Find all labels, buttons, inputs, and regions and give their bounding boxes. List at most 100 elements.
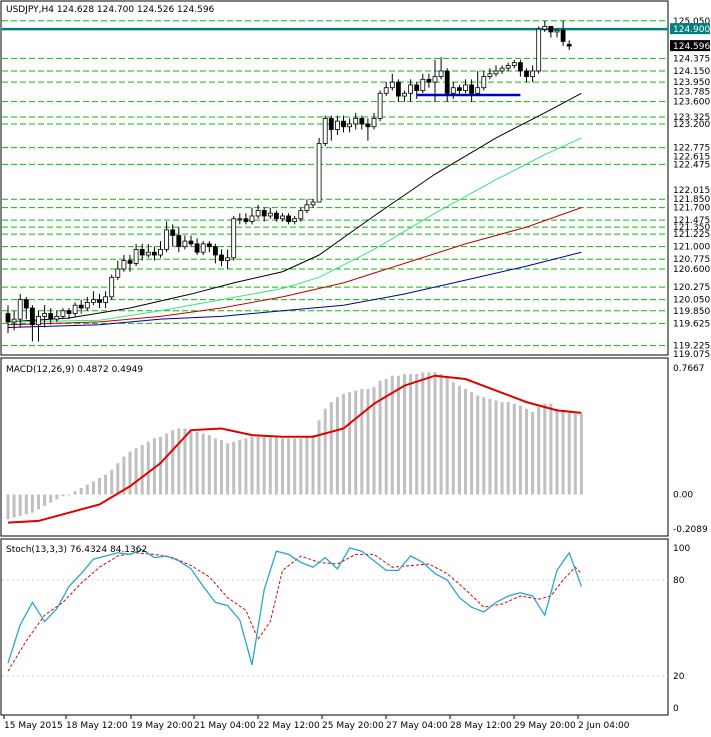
candle-body — [255, 209, 261, 217]
stoch-pane-title: Stoch(13,3,3) 76.4324 84.1362 — [6, 545, 147, 555]
candle-body — [84, 302, 90, 309]
candle-body — [487, 73, 493, 77]
candle-body — [450, 87, 456, 94]
macd-bar — [281, 438, 284, 495]
macd-bar — [43, 494, 47, 507]
candle-body — [127, 260, 133, 264]
candle-body — [493, 70, 499, 75]
macd-bar — [67, 494, 71, 496]
macd-bar — [500, 402, 504, 495]
macd-bar — [567, 412, 571, 495]
macd-bar — [244, 438, 248, 495]
macd-tick-label: 0.7667 — [673, 364, 705, 374]
stoch-main-line — [7, 547, 583, 665]
candle-body — [66, 310, 72, 314]
candle-body — [5, 313, 11, 323]
macd-bar — [12, 494, 16, 518]
macd-bar — [396, 375, 400, 495]
macd-bar — [366, 388, 370, 495]
macd-bar — [506, 402, 510, 495]
macd-bar — [104, 474, 108, 495]
candle-body — [261, 209, 267, 217]
macd-bar — [238, 440, 242, 495]
candle-body — [420, 78, 426, 91]
macd-bar — [329, 402, 333, 495]
macd-pane-frame — [0, 357, 669, 537]
macd-bar — [457, 385, 461, 495]
macd-bar — [146, 441, 150, 495]
candle-body — [17, 299, 23, 320]
macd-bar — [323, 408, 327, 495]
macd-bar — [73, 491, 77, 495]
candle-body — [200, 243, 206, 253]
macd-bar — [128, 451, 132, 495]
candle-body — [542, 25, 548, 30]
candle-body — [280, 215, 285, 220]
current-price-box — [670, 40, 710, 52]
candle-body — [536, 28, 542, 72]
ma-line-blue — [7, 251, 582, 329]
macd-bar — [464, 388, 467, 495]
ma-line-red — [7, 207, 582, 326]
candle-body — [566, 43, 572, 47]
stoch-tick-label: 20 — [673, 672, 685, 682]
candle-body — [371, 117, 377, 128]
macd-tick-label: -0.2089 — [673, 525, 708, 535]
macd-tick-label: 0.00 — [673, 491, 693, 501]
macd-bar — [390, 375, 394, 495]
candle-body — [78, 304, 84, 309]
candle-body — [414, 84, 420, 91]
price-tick-label: 123.600 — [673, 98, 710, 108]
macd-bar — [421, 372, 425, 495]
candle-body — [133, 249, 139, 264]
macd-bar — [152, 438, 156, 495]
candle-body — [29, 307, 35, 326]
price-tick-label: 125.050 — [673, 17, 710, 27]
candle-body — [292, 218, 298, 222]
macd-bar — [30, 494, 34, 513]
candle-body — [237, 218, 243, 221]
candles — [5, 20, 572, 342]
candle-body — [463, 84, 468, 91]
macd-bar — [384, 379, 388, 495]
price-tick-label: 124.150 — [673, 67, 710, 77]
macd-bar — [91, 481, 95, 495]
macd-bar — [165, 433, 169, 495]
macd-bar — [476, 395, 480, 495]
candle-body — [219, 254, 224, 261]
moving-averages — [7, 92, 582, 329]
price-tick-label: 123.950 — [673, 78, 710, 88]
price-tick-label: 121.225 — [673, 230, 710, 240]
candle-body — [438, 70, 444, 77]
candle-body — [42, 313, 47, 317]
candle-body — [231, 218, 237, 259]
candle-body — [298, 209, 304, 220]
candle-body — [121, 260, 127, 270]
macd-bar — [134, 448, 138, 495]
candle-body — [524, 70, 529, 77]
macd-bar — [189, 430, 193, 495]
candle-body — [475, 87, 481, 94]
candle-body — [97, 299, 102, 303]
price-tick-label: 122.775 — [673, 144, 710, 154]
candle-body — [11, 318, 17, 323]
macd-bar — [555, 408, 559, 495]
macd-bar — [287, 438, 291, 495]
macd-bar — [543, 403, 547, 495]
candle-body — [176, 235, 182, 248]
candle-body — [347, 123, 353, 128]
candle-body — [48, 313, 54, 320]
macd-bar — [256, 436, 260, 495]
macd-bar — [220, 440, 223, 495]
macd-bar — [579, 413, 583, 495]
candle-body — [377, 92, 383, 119]
macd-bar — [494, 400, 498, 495]
macd-bar — [37, 494, 40, 510]
macd-signal-line — [7, 374, 582, 524]
candle-body — [182, 240, 188, 248]
candle-body — [432, 76, 438, 83]
ma-line-green — [7, 137, 582, 323]
candle-body — [444, 70, 450, 94]
candle-body — [456, 87, 462, 91]
